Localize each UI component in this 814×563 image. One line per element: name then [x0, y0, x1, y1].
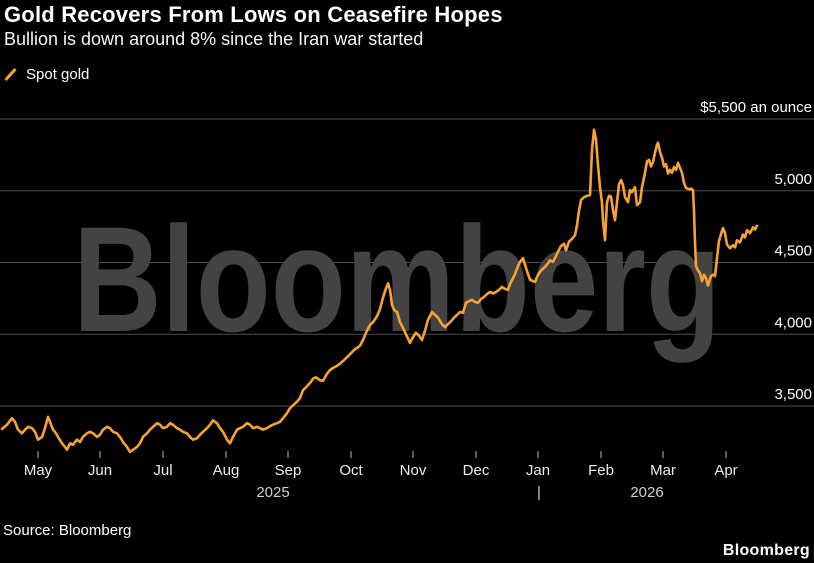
bloomberg-watermark: Bloomberg	[73, 195, 721, 363]
month-label: Aug	[213, 462, 240, 479]
bloomberg-logo: Bloomberg	[722, 542, 810, 559]
month-label: Dec	[463, 462, 490, 479]
year-label: 2025	[256, 484, 289, 501]
month-label: Mar	[650, 462, 676, 479]
y-axis-label: 4,000	[774, 314, 812, 331]
month-label: Oct	[339, 462, 363, 479]
month-label: May	[24, 462, 53, 479]
month-label: Sep	[275, 462, 302, 479]
legend-label: Spot gold	[26, 66, 90, 83]
month-label: Jul	[153, 462, 172, 479]
legend-slash-icon	[4, 67, 17, 82]
year-label: |	[537, 484, 541, 501]
month-label: Apr	[714, 462, 737, 479]
spot-gold-line	[0, 128, 759, 454]
y-axis-label: 3,500	[774, 386, 812, 403]
y-axis-label: 5,000	[774, 171, 812, 188]
chart-subtitle: Bullion is down around 8% since the Iran…	[4, 29, 424, 49]
month-label: Nov	[400, 462, 427, 479]
legend: Spot gold	[4, 66, 89, 83]
year-label: 2026	[630, 484, 663, 501]
y-axis-label: $5,500 an ounce	[700, 99, 812, 116]
month-label: Jan	[526, 462, 550, 479]
y-axis-label: 4,500	[774, 243, 812, 260]
source-note: Source: Bloomberg	[3, 522, 132, 539]
month-label: Jun	[88, 462, 112, 479]
chart-title: Gold Recovers From Lows on Ceasefire Hop…	[4, 2, 503, 27]
month-label: Feb	[588, 462, 614, 479]
